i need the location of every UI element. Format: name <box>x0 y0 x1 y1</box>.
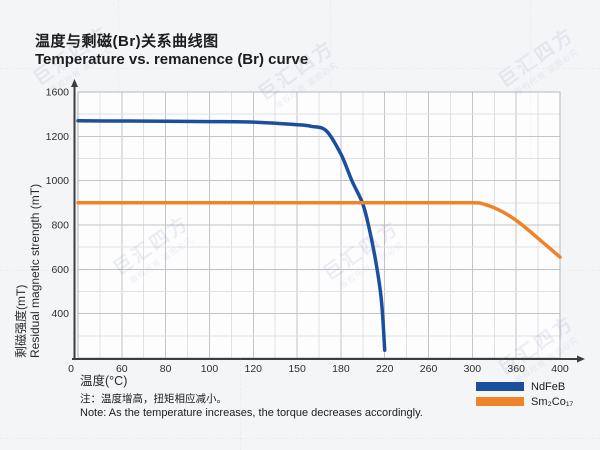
x-tick-label: 400 <box>551 363 569 375</box>
legend-swatch-ndfeb <box>476 382 524 391</box>
x-tick-label: 120 <box>245 363 263 375</box>
curve-Sm₂Co₁₇ <box>76 200 562 259</box>
legend-label-sm2co17: Sm₂Co₁₇ <box>531 395 574 408</box>
y-axis-label-en: Residual magnetic strength (mT) <box>28 183 42 358</box>
x-axis-arrow-icon <box>577 355 585 363</box>
y-tick-label: 1600 <box>46 87 70 99</box>
x-axis-label: 温度(°C) <box>80 374 128 388</box>
x-tick-label: 0 <box>68 363 74 375</box>
legend-swatch-sm2co17 <box>476 397 524 406</box>
x-tick-label: 360 <box>507 363 525 375</box>
legend: NdFeB Sm₂Co₁₇ <box>476 379 573 409</box>
x-tick-label: 150 <box>288 363 306 375</box>
x-tick-label: 180 <box>332 363 350 375</box>
legend-item-ndfeb: NdFeB <box>476 379 573 394</box>
y-axis-label-zh: 剩磁强度(mT) <box>14 284 28 358</box>
legend-label-ndfeb: NdFeB <box>531 380 566 393</box>
footnote-en: Note: As the temperature increases, the … <box>80 407 423 419</box>
y-axis-label: 剩磁强度(mT) Residual magnetic strength (mT) <box>14 184 42 358</box>
y-tick-label: 400 <box>51 308 69 320</box>
x-tick-label: 300 <box>464 363 482 375</box>
x-tick-label: 100 <box>201 363 219 375</box>
x-tick-label: 260 <box>420 363 438 375</box>
y-tick-label: 1200 <box>46 131 70 143</box>
chart-title-en: Temperature vs. remanence (Br) curve <box>35 51 309 68</box>
footnote-zh: 注：温度增高，扭矩相应减小。 <box>80 393 227 405</box>
curve-NdFeB <box>76 119 387 352</box>
footnote: 注：温度增高，扭矩相应减小。 Note: As the temperature … <box>80 392 423 420</box>
y-axis-arrow-icon <box>71 79 78 87</box>
y-tick-label: 800 <box>51 220 69 232</box>
y-tick-label: 1000 <box>46 175 70 187</box>
x-tick-label: 60 <box>116 363 128 375</box>
chart-title-zh: 温度与剩磁(Br)关系曲线图 <box>35 33 219 50</box>
y-tick-label: 600 <box>51 264 69 276</box>
x-tick-label: 220 <box>376 363 394 375</box>
legend-item-sm2co17: Sm₂Co₁₇ <box>476 394 573 409</box>
x-tick-label: 80 <box>160 363 172 375</box>
